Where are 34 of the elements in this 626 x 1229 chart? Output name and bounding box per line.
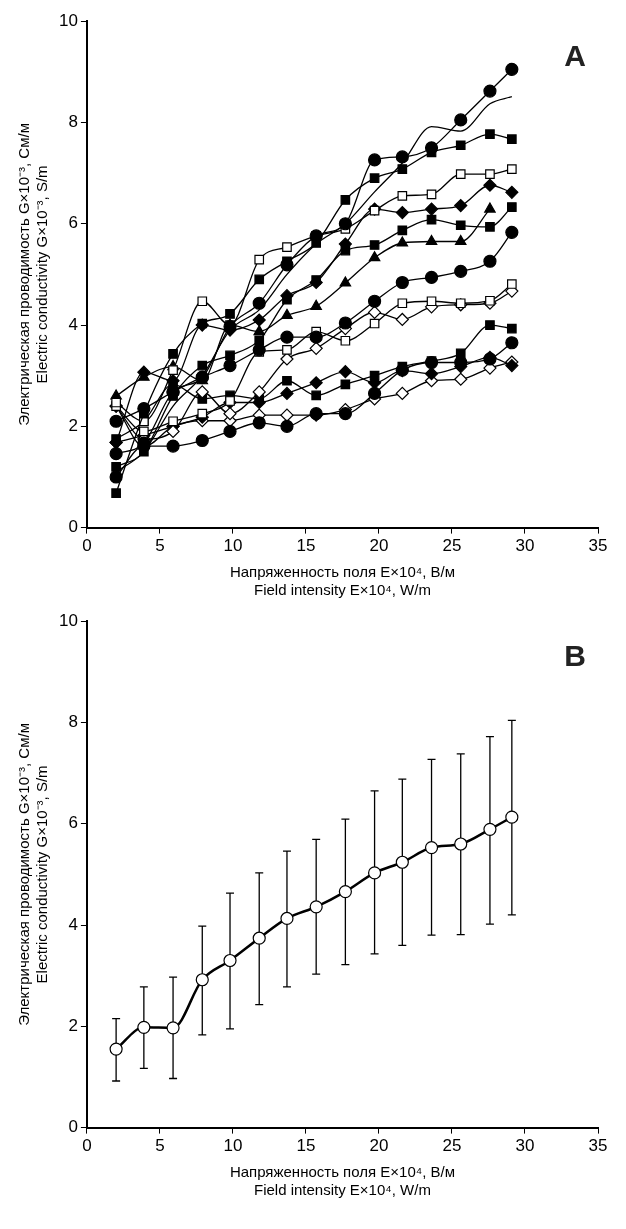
y-tick-label: 10	[58, 610, 78, 630]
x-tick-label: 5	[155, 1136, 165, 1156]
y-tick-label: 0	[68, 1117, 78, 1137]
y-tick-label: 2	[68, 1016, 78, 1036]
x-axis-title: Напряженность поля E×10⁴, В/м Field intensity E×10⁴, W/m	[229, 1163, 456, 1199]
y-tick-label: 2	[68, 416, 78, 436]
y-tick-label: 6	[68, 813, 78, 833]
annotation: B	[564, 639, 586, 673]
x-tick-label: 10	[223, 536, 243, 556]
y-tick-label: 0	[68, 517, 78, 537]
x-axis-title: Напряженность поля E×10⁴, В/м Field intensity E×10⁴, W/m	[229, 563, 456, 599]
x-tick-label: 25	[442, 1136, 462, 1156]
y-tick-label: 8	[68, 112, 78, 132]
x-tick-label: 30	[515, 536, 535, 556]
y-tick-label: 8	[68, 712, 78, 732]
x-tick-label: 0	[82, 1136, 92, 1156]
y-tick-label: 4	[68, 914, 78, 934]
x-tick-label: 30	[515, 1136, 535, 1156]
x-tick-label: 35	[588, 536, 608, 556]
x-tick-label: 15	[296, 536, 316, 556]
x-tick-label: 20	[369, 536, 389, 556]
x-tick-label: 0	[82, 536, 92, 556]
x-tick-label: 20	[369, 1136, 389, 1156]
y-axis-title: Электрическая проводимость G×10⁻³, См/м Electric conductivity G×10⁻³, S/m	[15, 723, 51, 1026]
x-tick-label: 25	[442, 536, 462, 556]
x-tick-label: 5	[155, 536, 165, 556]
x-tick-label: 35	[588, 1136, 608, 1156]
x-tick-label: 10	[223, 1136, 243, 1156]
y-tick-label: 6	[68, 213, 78, 233]
annotation: A	[564, 39, 586, 73]
y-axis-title: Электрическая проводимость G×10⁻³, См/м Electric conductivity G×10⁻³, S/m	[15, 123, 51, 426]
x-tick-label: 15	[296, 1136, 316, 1156]
y-tick-label: 4	[68, 314, 78, 334]
y-tick-label: 10	[58, 10, 78, 30]
